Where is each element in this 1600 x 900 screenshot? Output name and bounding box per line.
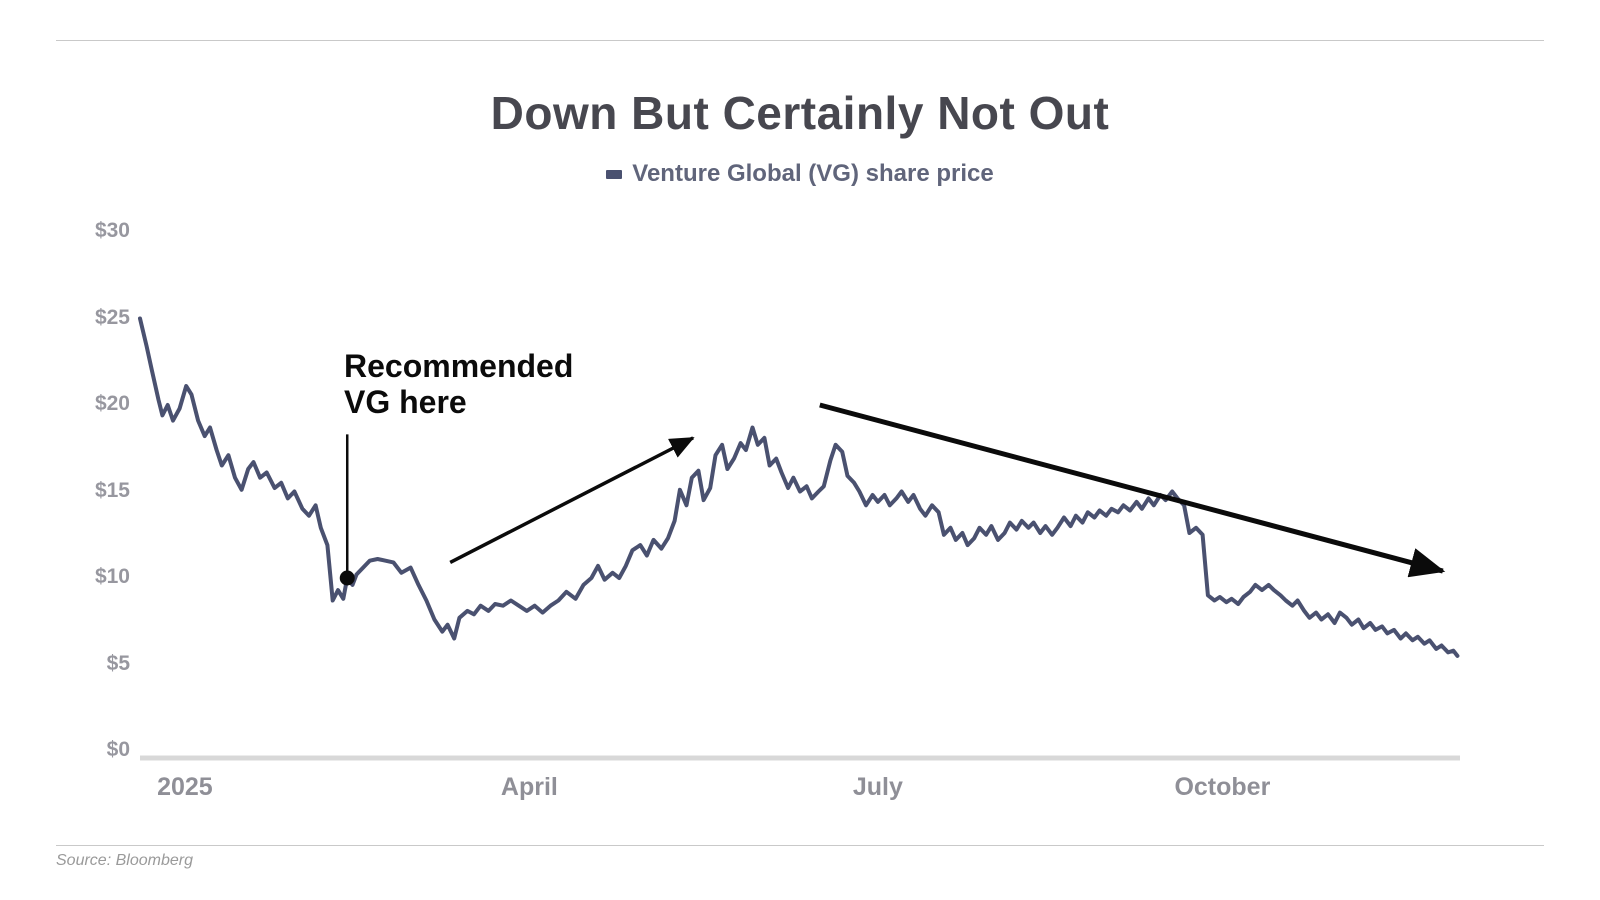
- y-tick-label: $0: [106, 738, 130, 761]
- source-note: Source: Bloomberg: [56, 852, 193, 869]
- legend-label: Venture Global (VG) share price: [632, 160, 994, 187]
- annotation-recommended-line1: Recommended: [344, 348, 574, 384]
- x-tick-label: April: [500, 773, 558, 801]
- legend-marker-icon: [606, 169, 623, 179]
- price-line: [138, 316, 1460, 658]
- legend: Venture Global (VG) share price: [0, 160, 1600, 188]
- y-tick-label: $30: [94, 219, 130, 242]
- top-divider: [56, 40, 1544, 41]
- x-tick-label: July: [852, 773, 903, 801]
- y-tick-label: $25: [94, 305, 130, 329]
- y-tick-label: $20: [94, 392, 130, 415]
- uptrend-arrow: [449, 436, 695, 564]
- downtrend-arrow: [819, 402, 1446, 578]
- bottom-divider: [56, 845, 1544, 846]
- recommended-marker-dot: [339, 570, 355, 586]
- x-tick-label: 2025: [157, 773, 213, 801]
- chart-title: Down But Certainly Not Out: [490, 87, 1110, 139]
- annotation-recommended-text: Recommended VG here: [344, 348, 574, 421]
- annotation-layer: [339, 402, 1446, 586]
- y-tick-label: $10: [94, 565, 130, 588]
- y-tick-label: $5: [106, 651, 130, 675]
- annotation-recommended-line2: VG here: [344, 383, 467, 420]
- y-tick-label: $15: [94, 478, 130, 502]
- x-tick-label: October: [1174, 773, 1271, 801]
